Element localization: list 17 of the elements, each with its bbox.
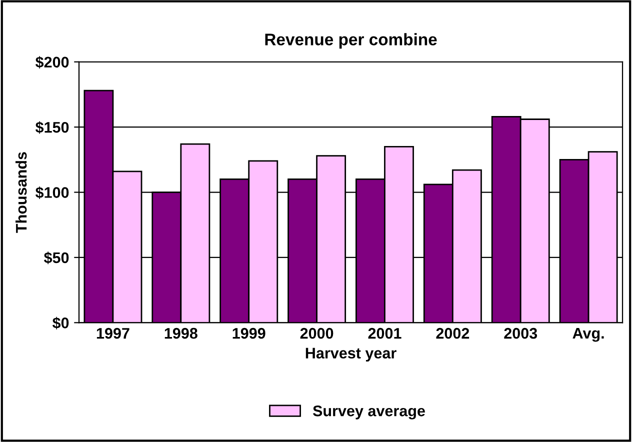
x-tick-label: 2000 xyxy=(300,328,334,339)
x-tick-label: Avg. xyxy=(572,328,604,342)
y-axis-title: Thousands xyxy=(15,152,27,233)
y-tick-label: $200 xyxy=(35,56,69,69)
x-axis-title: Harvest year xyxy=(306,348,396,362)
x-tick-label: 1998 xyxy=(164,328,198,339)
chart-title: Revenue per combine xyxy=(265,33,437,49)
y-tick-label: $150 xyxy=(35,121,69,134)
x-tick-label: 1999 xyxy=(232,328,266,339)
x-tick-label: 1997 xyxy=(96,328,130,339)
y-tick-label: $100 xyxy=(35,186,69,199)
y-tick-label: $0 xyxy=(52,316,69,330)
x-tick-label: 2002 xyxy=(436,328,470,339)
x-tick-label: 2001 xyxy=(368,328,402,339)
y-tick-label: $50 xyxy=(44,252,69,264)
x-tick-label: 2003 xyxy=(504,328,538,339)
legend-label: Survey average xyxy=(312,406,425,420)
